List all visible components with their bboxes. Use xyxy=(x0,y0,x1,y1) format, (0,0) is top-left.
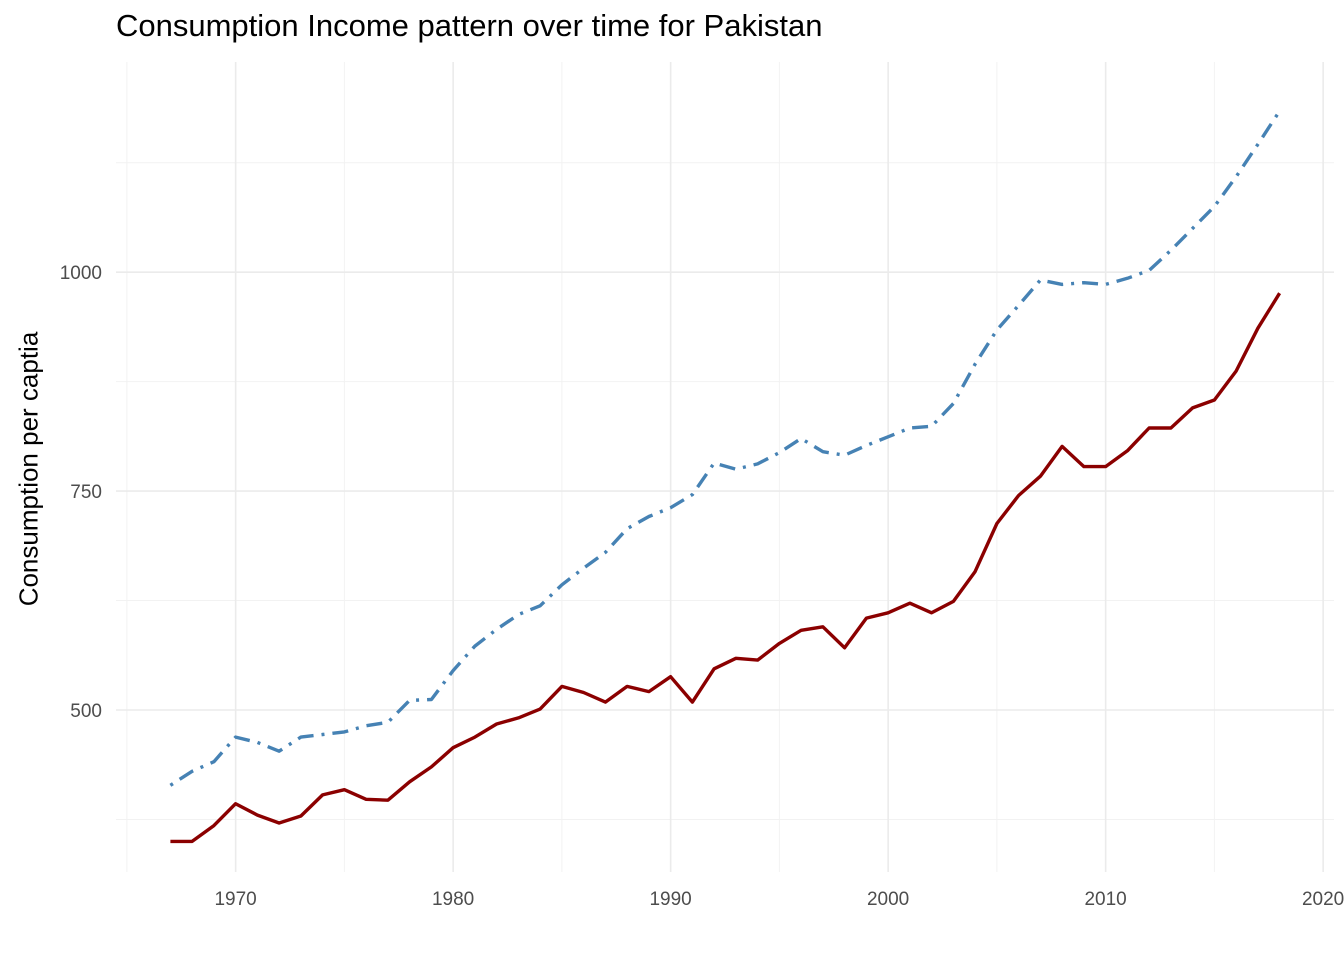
y-tick-label: 500 xyxy=(70,701,102,722)
x-tick-label: 2020 xyxy=(1302,889,1344,910)
series-lines xyxy=(169,110,1282,844)
x-tick-label: 2010 xyxy=(1084,889,1126,910)
y-tick-label: 1000 xyxy=(60,263,102,284)
series-line-2 xyxy=(169,110,1282,787)
x-tick-label: 1980 xyxy=(432,889,474,910)
x-tick-labels: 1970 1980 1990 2000 2010 2020 xyxy=(214,889,1344,910)
series-line-1 xyxy=(170,292,1282,844)
y-tick-labels: 500 750 1000 xyxy=(60,263,102,722)
x-tick-label: 1990 xyxy=(649,889,691,910)
grid-minor xyxy=(116,62,1334,872)
y-tick-label: 750 xyxy=(70,482,102,503)
x-tick-label: 1970 xyxy=(214,889,256,910)
chart-title: Consumption Income pattern over time for… xyxy=(116,8,823,43)
x-tick-label: 2000 xyxy=(867,889,909,910)
